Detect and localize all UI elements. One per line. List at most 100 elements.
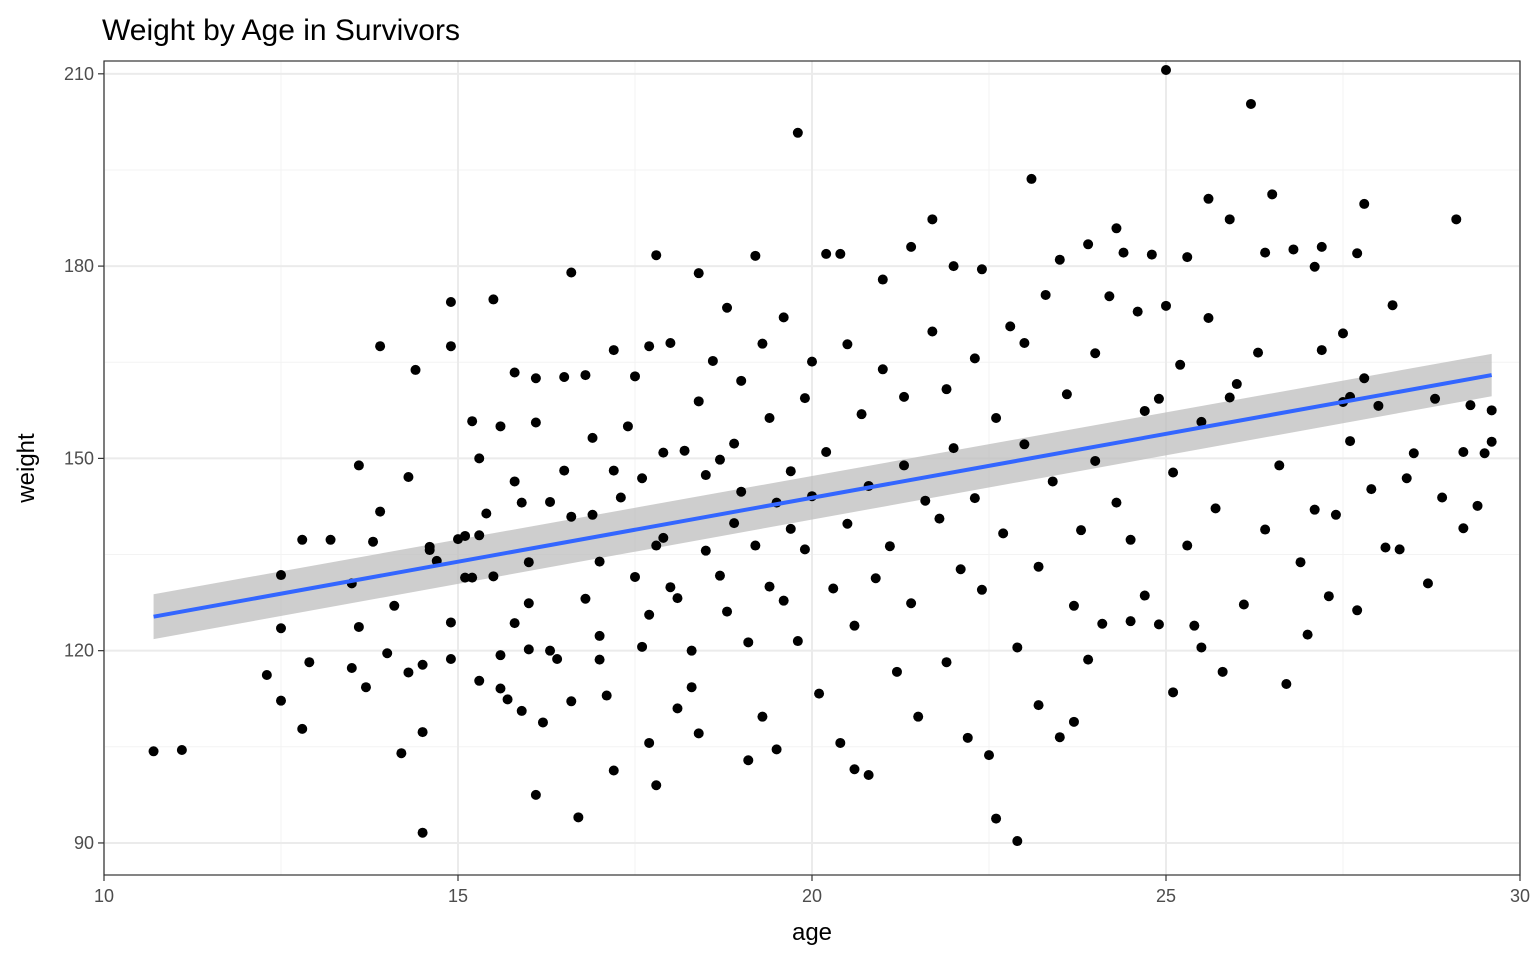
data-point [920,495,931,506]
data-point [1380,542,1391,553]
data-point [1175,359,1186,370]
data-point [566,267,577,278]
x-axis-title: age [792,919,832,946]
data-point [297,534,308,545]
data-point [276,623,286,634]
data-point [750,250,761,261]
data-point [545,496,556,507]
data-point [672,593,683,604]
data-point [899,391,910,402]
data-point [1061,389,1072,400]
data-point [1338,328,1348,339]
data-point [1486,405,1497,416]
data-point [686,682,697,693]
data-point [1146,249,1157,260]
fit-line [153,373,1493,619]
data-point [417,727,428,738]
data-point [1260,247,1271,258]
data-point [856,409,867,420]
data-point [757,338,768,349]
data-point [1359,198,1370,209]
data-point [637,641,648,652]
data-point [1401,473,1412,484]
data-point [991,413,1002,424]
data-point [1472,500,1483,511]
data-point [644,341,655,352]
data-point [821,446,832,457]
data-point [799,393,810,404]
data-point [630,371,640,382]
data-point [1231,379,1242,390]
data-point [445,617,456,628]
data-point [722,302,733,313]
data-point [884,541,895,552]
data-point [792,127,803,138]
data-point [1068,716,1079,727]
data-point [1125,616,1136,627]
data-point [1047,476,1058,487]
data-point [552,654,563,665]
data-point [481,508,492,519]
x-axis: 10 15 20 25 30 [94,875,1530,906]
data-point [828,583,839,594]
fit-line-layer [153,373,1493,619]
data-point [396,748,407,759]
data-point [375,506,386,517]
data-point [445,654,456,665]
data-point [1224,392,1235,403]
data-point [736,375,747,386]
data-point [700,470,711,481]
data-point [913,711,924,722]
data-point [1196,416,1207,427]
data-point [1451,214,1462,225]
data-point [1097,618,1108,629]
data-point [445,341,456,352]
y-axis-title: weight [13,433,40,504]
data-point [1295,557,1306,568]
data-point [948,261,959,272]
data-point [1458,446,1469,457]
data-point [1437,492,1448,503]
data-point [906,598,917,609]
data-point [1054,732,1065,743]
data-point [842,339,853,350]
data-point [877,364,888,375]
data-point [842,518,853,529]
data-point [757,711,768,722]
data-point [1479,448,1490,459]
data-point [1139,405,1150,416]
data-point [594,556,605,567]
data-point [587,509,598,520]
data-point [941,657,952,668]
data-point [1153,393,1164,404]
data-point [261,670,272,681]
data-point [530,789,541,800]
data-point [849,764,860,775]
data-points [148,64,1497,847]
data-point [509,618,520,629]
data-point [587,432,598,443]
data-point [276,570,286,581]
data-point [984,750,994,761]
data-point [714,570,725,581]
grid-lines [103,61,1521,875]
data-point [608,345,619,356]
data-point [594,654,605,665]
y-tick-label: 180 [64,256,94,276]
data-point [1458,523,1469,534]
data-point [778,312,789,323]
data-point [799,544,810,555]
data-point [630,571,640,582]
data-point [176,745,187,756]
data-point [969,353,980,364]
data-point [729,518,740,529]
data-point [1267,189,1278,200]
data-point [1168,467,1179,478]
chart-title: Weight by Age in Survivors [102,14,460,47]
data-point [1238,599,1249,610]
data-point [368,536,379,547]
data-point [474,453,485,464]
data-point [1366,484,1377,495]
data-point [325,534,336,545]
data-point [622,421,633,432]
